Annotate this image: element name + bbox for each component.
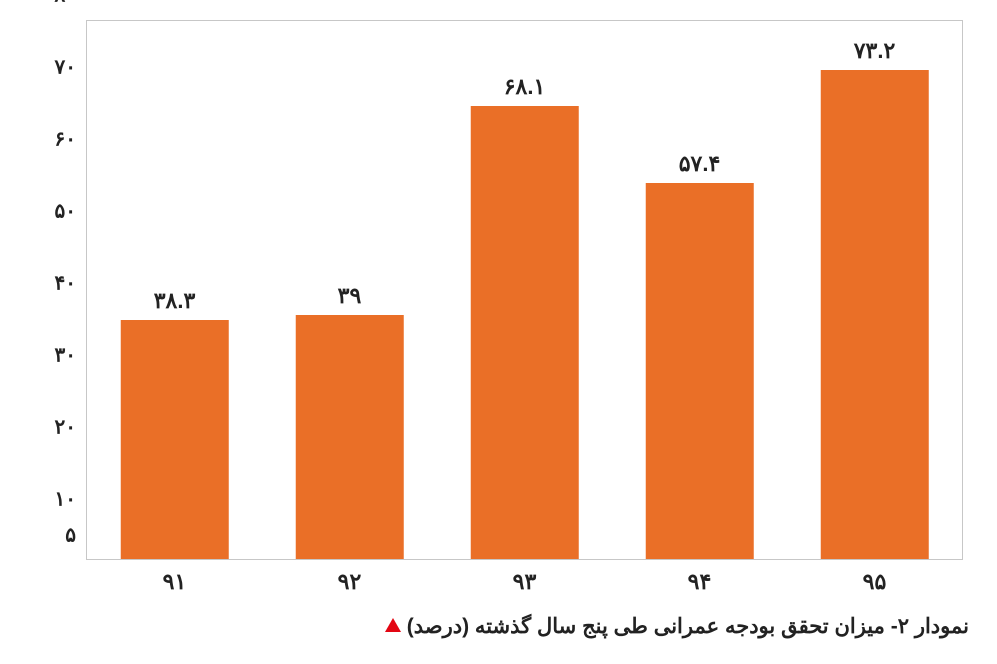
y-tick-label: ۸۰ — [28, 0, 76, 8]
bar-slot: ۳۸.۳۹۱ — [87, 21, 262, 559]
bar: ۳۹ — [295, 315, 404, 559]
y-tick-label: ۲۰ — [28, 415, 76, 440]
bar: ۷۳.۲ — [820, 70, 929, 559]
y-tick-label: ۷۰ — [28, 55, 76, 80]
x-tick-label: ۹۴ — [688, 569, 712, 595]
bar: ۵۷.۴ — [645, 183, 754, 559]
bars-container: ۳۸.۳۹۱۳۹۹۲۶۸.۱۹۳۵۷.۴۹۴۷۳.۲۹۵ — [87, 21, 962, 559]
bar-slot: ۷۳.۲۹۵ — [787, 21, 962, 559]
plot-area: ۳۸.۳۹۱۳۹۹۲۶۸.۱۹۳۵۷.۴۹۴۷۳.۲۹۵ — [86, 20, 963, 560]
figure: ۵۱۰۲۰۳۰۴۰۵۰۶۰۷۰۸۰ ۳۸.۳۹۱۳۹۹۲۶۸.۱۹۳۵۷.۴۹۴… — [0, 0, 997, 664]
bar-slot: ۶۸.۱۹۳ — [437, 21, 612, 559]
bar-value-label: ۳۸.۳ — [154, 288, 196, 314]
triangle-icon — [385, 618, 401, 632]
x-tick-label: ۹۱ — [163, 569, 187, 595]
chart-caption: نمودار ۲- میزان تحقق بودجه عمرانی طی پنج… — [28, 614, 969, 639]
y-tick-label: ۳۰ — [28, 343, 76, 368]
chart-area: ۵۱۰۲۰۳۰۴۰۵۰۶۰۷۰۸۰ ۳۸.۳۹۱۳۹۹۲۶۸.۱۹۳۵۷.۴۹۴… — [28, 20, 969, 600]
bar: ۳۸.۳ — [120, 320, 229, 559]
y-tick-label: ۶۰ — [28, 127, 76, 152]
bar-value-label: ۵۷.۴ — [679, 151, 721, 177]
caption-text: نمودار ۲- میزان تحقق بودجه عمرانی طی پنج… — [407, 615, 969, 638]
bar-value-label: ۳۹ — [338, 283, 362, 309]
y-tick-label: ۵۰ — [28, 199, 76, 224]
x-tick-label: ۹۵ — [863, 569, 887, 595]
x-tick-label: ۹۳ — [513, 569, 537, 595]
bar-value-label: ۶۸.۱ — [504, 74, 546, 100]
bar-slot: ۵۷.۴۹۴ — [612, 21, 787, 559]
bar: ۶۸.۱ — [470, 106, 579, 559]
bar-slot: ۳۹۹۲ — [262, 21, 437, 559]
x-tick-label: ۹۲ — [338, 569, 362, 595]
y-axis: ۵۱۰۲۰۳۰۴۰۵۰۶۰۷۰۸۰ — [28, 20, 76, 560]
y-tick-label: ۴۰ — [28, 271, 76, 296]
y-tick-label: ۱۰ — [28, 487, 76, 512]
y-tick-label: ۵ — [28, 523, 76, 548]
bar-value-label: ۷۳.۲ — [854, 38, 896, 64]
